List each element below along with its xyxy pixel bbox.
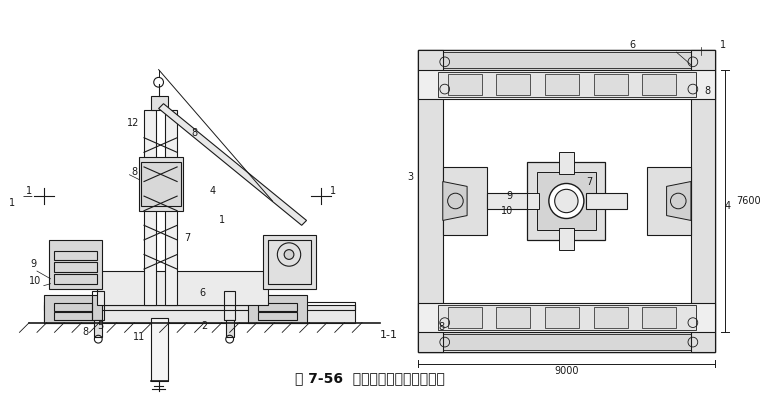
Bar	[44, 305, 355, 323]
Text: 9000: 9000	[554, 366, 578, 376]
Bar	[139, 157, 183, 211]
Text: 7600: 7600	[736, 196, 760, 206]
Polygon shape	[667, 182, 691, 221]
Text: 8: 8	[438, 322, 444, 332]
Polygon shape	[559, 152, 574, 174]
Bar	[93, 290, 104, 320]
Bar	[141, 162, 181, 206]
Text: 11: 11	[133, 332, 145, 342]
Bar	[53, 274, 97, 284]
Text: 9: 9	[31, 259, 37, 269]
Circle shape	[284, 250, 294, 259]
Bar	[486, 193, 527, 209]
Text: 1: 1	[8, 198, 14, 208]
Text: 8: 8	[83, 327, 89, 337]
Bar	[527, 162, 605, 240]
Text: 1: 1	[720, 40, 727, 50]
Bar	[97, 271, 268, 305]
Text: 7: 7	[184, 233, 190, 243]
Text: 12: 12	[127, 118, 139, 128]
Bar	[594, 307, 628, 328]
Text: 1: 1	[219, 215, 225, 225]
Bar	[642, 307, 676, 328]
Bar	[94, 320, 102, 337]
Text: 10: 10	[29, 276, 41, 286]
Bar	[258, 312, 297, 320]
Text: —: —	[22, 191, 32, 201]
Text: 7: 7	[586, 176, 592, 186]
Circle shape	[555, 189, 578, 213]
Bar	[49, 240, 102, 289]
Circle shape	[549, 184, 584, 219]
Text: 6: 6	[629, 40, 635, 50]
Text: 9: 9	[507, 191, 513, 201]
Text: 4: 4	[209, 186, 215, 196]
Bar	[53, 303, 93, 311]
Bar	[423, 52, 711, 68]
Polygon shape	[559, 228, 574, 250]
Text: 8: 8	[131, 167, 138, 177]
Bar	[642, 73, 676, 95]
Text: 4: 4	[725, 201, 731, 211]
Polygon shape	[518, 193, 539, 209]
Bar	[44, 302, 355, 310]
Text: 2: 2	[201, 320, 207, 330]
Bar	[586, 193, 627, 209]
Bar	[166, 111, 177, 305]
Bar	[691, 50, 715, 352]
Text: 6: 6	[199, 288, 205, 298]
Bar	[419, 70, 715, 99]
Bar	[419, 303, 715, 332]
Text: 3: 3	[407, 172, 413, 182]
Polygon shape	[594, 193, 615, 209]
Text: 8: 8	[192, 128, 198, 138]
Bar	[647, 167, 691, 235]
Text: 5: 5	[97, 320, 103, 330]
Bar	[249, 296, 306, 323]
Bar	[263, 235, 316, 289]
Bar	[150, 96, 169, 111]
Bar	[537, 172, 596, 230]
Bar	[496, 73, 530, 95]
Bar	[53, 251, 97, 260]
Bar	[419, 50, 715, 70]
Bar	[224, 290, 236, 320]
Bar	[419, 50, 715, 352]
Bar	[448, 307, 482, 328]
Bar	[438, 305, 696, 330]
Bar	[419, 50, 443, 352]
Bar	[150, 318, 169, 381]
Bar	[496, 307, 530, 328]
Bar	[545, 307, 579, 328]
Bar	[53, 312, 93, 320]
Bar	[594, 73, 628, 95]
Bar	[423, 334, 711, 350]
Bar	[144, 111, 156, 305]
Bar	[419, 332, 715, 352]
Bar	[443, 167, 486, 235]
Bar	[448, 73, 482, 95]
Bar	[268, 240, 312, 284]
Bar	[226, 320, 233, 337]
Text: 8: 8	[705, 86, 711, 96]
Text: 图 7-56  全液压式静力压桩机压桩: 图 7-56 全液压式静力压桩机压桩	[295, 371, 445, 385]
Text: 10: 10	[501, 206, 513, 216]
Polygon shape	[159, 104, 306, 225]
Bar	[438, 71, 696, 97]
Bar	[44, 296, 102, 323]
Bar	[545, 73, 579, 95]
Text: 1-1: 1-1	[380, 330, 398, 340]
Text: 1: 1	[330, 186, 336, 196]
Bar	[258, 303, 297, 311]
Polygon shape	[443, 182, 467, 221]
Text: 1: 1	[26, 186, 32, 196]
Bar	[53, 262, 97, 272]
